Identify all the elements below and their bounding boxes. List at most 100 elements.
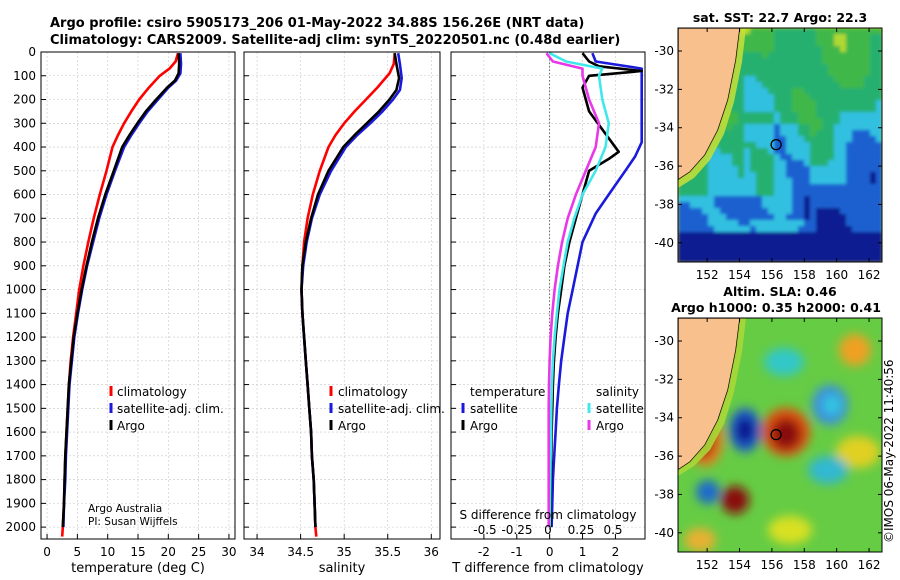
x-tick-label: 10 [100,545,115,559]
legend-temperature-title: temperature [470,385,545,399]
legend-label: satellite-adj. clim. [338,402,445,416]
y-tick-label: 1100 [5,306,36,320]
map-y-tick-label: -40 [654,236,674,250]
map-y-tick-label: -30 [654,334,674,348]
x-tick-label: 5 [74,545,82,559]
figure-title-line1: Argo profile: csiro 5905173_206 01-May-2… [50,16,584,31]
y-tick-label: 0 [28,45,36,59]
series-s-satellite [548,52,611,528]
top-tick-label: 0.25 [568,523,595,537]
sst-coast-band [678,28,746,188]
top-tick-label: -0.5 [473,523,496,537]
x-tick-label: 1 [579,545,587,559]
top-tick-label: 0 [544,523,552,537]
y-tick-label: 500 [13,164,36,178]
y-tick-label: 2000 [5,520,36,534]
top-tick-label: -0.25 [501,523,532,537]
x-tick-label: 25 [191,545,206,559]
credit-argo-australia: Argo Australia [88,503,162,515]
x-tick-label: 35 [337,545,352,559]
legend-label: Argo [470,419,498,433]
legend-label: satellite [470,402,518,416]
sla-argo-location-marker [770,428,782,441]
map-x-tick-label: 156 [760,268,783,282]
x-axis-label: salinity [319,561,366,576]
map-x-tick-label: 162 [858,268,881,282]
timestamp-credit: ©IMOS 06-May-2022 11:40:56 [882,359,896,543]
credit-pi: PI: Susan Wijffels [88,516,178,528]
series-argo [300,52,401,528]
x-tick-label: 34.5 [287,545,314,559]
x-tick-label: 2 [612,545,620,559]
legend-label: satellite-adj. clim. [117,402,224,416]
map-x-tick-label: 158 [793,268,816,282]
map-y-tick-label: -38 [654,197,674,211]
x-tick-label: 15 [130,545,145,559]
map-y-tick-label: -40 [654,526,674,540]
legend-label: Argo [338,419,366,433]
sst-map-title: sat. SST: 22.7 Argo: 22.3 [693,10,867,25]
y-tick-label: 1000 [5,283,36,297]
map-x-tick-label: 160 [825,558,848,572]
map-y-tick-label: -34 [654,411,674,425]
map-y-tick-label: -32 [654,82,674,96]
legend-label: climatology [338,385,408,399]
series-s-argo [545,52,601,528]
map-y-tick-label: -34 [654,121,674,135]
y-tick-label: 1900 [5,496,36,510]
map-x-tick-label: 160 [825,268,848,282]
legend-salinity-title: salinity [596,385,639,399]
top-axis-label: S difference from climatology [460,508,637,522]
series-t-satellite [550,52,643,528]
y-tick-label: 300 [13,116,36,130]
series-argo [61,53,181,528]
y-tick-label: 1700 [5,449,36,463]
figure-title-line2: Climatology: CARS2009. Satellite-adj cli… [50,33,620,48]
y-tick-label: 600 [13,188,36,202]
sst-argo-location-marker [770,138,782,151]
y-tick-label: 1500 [5,401,36,415]
sla-coast-band [678,318,746,476]
x-tick-label: 36 [424,545,439,559]
y-tick-label: 1200 [5,330,36,344]
x-axis-label: T difference from climatology [451,561,644,576]
salinity-panel: 34 34.5 35 35.5 36 salinity climatology satelli… [243,51,445,576]
map-x-tick-label: 154 [728,558,751,572]
x-axis-label: temperature (deg C) [71,561,205,576]
x-tick-label: 20 [161,545,176,559]
map-y-tick-label: -32 [654,372,674,386]
y-tick-label: 900 [13,259,36,273]
sst-map: sat. SST: 22.7 Argo: 22.3 152 154 156 158 16… [654,10,883,282]
y-tick-label: 1400 [5,378,36,392]
map-x-tick-label: 152 [696,558,719,572]
x-tick-label: 35.5 [374,545,401,559]
map-x-tick-label: 154 [728,268,751,282]
x-tick-label: -1 [511,545,523,559]
sla-map: Altim. SLA: 0.46 Argo h1000: 0.35 h2000:… [654,284,883,572]
x-tick-label: -2 [478,545,490,559]
y-tick-label: 400 [13,140,36,154]
y-tick-label: 800 [13,235,36,249]
map-x-tick-label: 162 [858,558,881,572]
top-tick-label: 0.5 [603,523,622,537]
sla-map-title-line2: Argo h1000: 0.35 h2000: 0.41 [671,300,881,315]
map-x-tick-label: 158 [793,558,816,572]
y-tick-label: 1300 [5,354,36,368]
x-tick-label: 0 [546,545,554,559]
y-tick-label: 1800 [5,473,36,487]
legend-label: satellite [596,402,644,416]
y-tick-label: 200 [13,93,36,107]
map-y-tick-label: -36 [654,449,674,463]
legend-label: Argo [117,419,145,433]
legend-label: climatology [117,385,187,399]
map-x-tick-label: 156 [760,558,783,572]
map-y-tick-label: -36 [654,159,674,173]
y-tick-label: 1600 [5,425,36,439]
map-x-tick-label: 152 [696,268,719,282]
legend-label: Argo [596,419,624,433]
difference-panel: -2 -1 0 1 2 T difference from climatology temp… [450,51,646,576]
temperature-panel: 0 5 10 15 20 25 300100200300400500600700800900… [5,45,236,576]
x-tick-label: 30 [221,545,236,559]
y-tick-label: 100 [13,69,36,83]
